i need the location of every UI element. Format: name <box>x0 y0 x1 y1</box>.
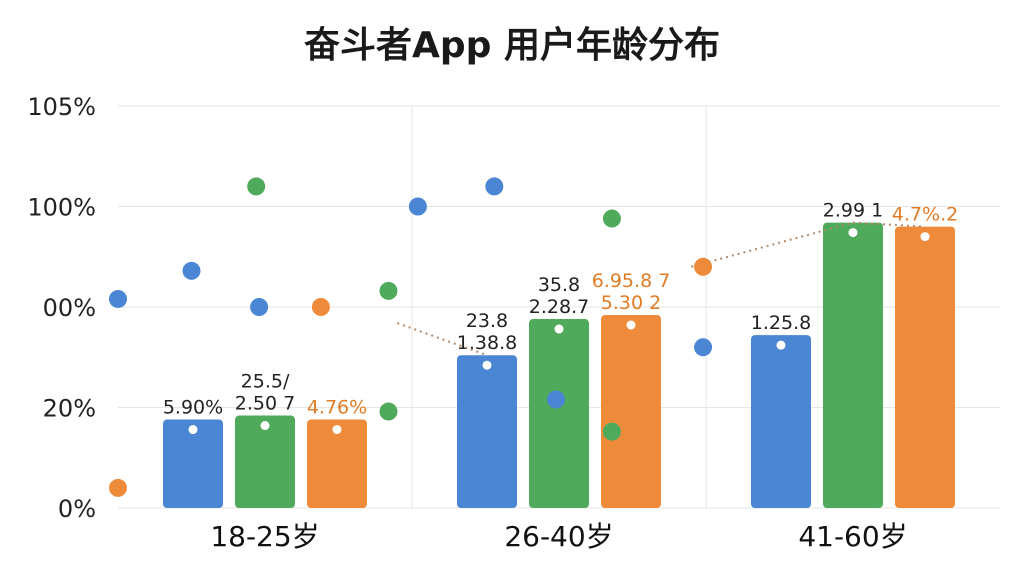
scatter-point <box>602 422 621 441</box>
data-label: 5.90% <box>163 397 223 419</box>
data-label: 23.8 <box>466 310 508 332</box>
data-label: 4.76% <box>307 397 367 419</box>
scatter-point <box>250 298 269 316</box>
y-tick-label: 105% <box>27 93 96 121</box>
scatter-point <box>109 478 127 497</box>
bar-top-dot <box>260 421 270 431</box>
scatter-point <box>602 209 621 228</box>
scatter-point <box>379 402 398 421</box>
x-tick-label: 26-40岁 <box>504 520 613 553</box>
data-label: 2.28.7 <box>529 296 589 318</box>
scatter-point <box>247 177 266 196</box>
scatter-point <box>694 257 713 276</box>
bar <box>235 415 295 508</box>
trend-connector <box>396 322 488 357</box>
data-label: 35.8 <box>538 274 580 296</box>
bar-top-dot <box>626 320 636 330</box>
bar <box>823 222 883 508</box>
x-tick-label: 41-60岁 <box>798 520 907 553</box>
data-label: 5.30 2 <box>601 292 661 314</box>
bar-top-dot <box>776 340 786 350</box>
scatter-point <box>379 281 398 300</box>
bar <box>163 419 223 508</box>
scatter-point <box>182 261 201 280</box>
bar-top-dot <box>848 228 858 238</box>
bar-top-dot <box>482 360 492 370</box>
bar <box>457 355 517 508</box>
scatter-point <box>109 289 127 308</box>
bar-top-dot <box>332 425 342 435</box>
y-tick-label: 20% <box>43 395 96 423</box>
y-tick-label: 00% <box>43 294 96 322</box>
data-label: 2.99 1 <box>823 200 883 222</box>
y-tick-label: 100% <box>27 194 96 222</box>
scatter-point <box>311 298 330 316</box>
bar <box>895 226 955 508</box>
x-tick-label: 18-25岁 <box>210 520 319 553</box>
scatter-point <box>485 177 504 196</box>
bar <box>601 315 661 508</box>
data-label: 6.95.8 7 <box>592 270 671 292</box>
data-label: 1.38.8 <box>457 332 517 354</box>
data-label: 25.5/ <box>241 371 290 393</box>
bar-top-dot <box>920 232 930 242</box>
scatter-point <box>547 390 566 409</box>
bar <box>529 319 589 508</box>
bar <box>307 419 367 508</box>
scatter-point <box>408 197 427 216</box>
bar-top-dot <box>554 324 564 334</box>
data-label: 1.25.8 <box>751 312 811 334</box>
bar <box>751 335 811 508</box>
trend-connector <box>852 221 926 228</box>
chart-title: 奋斗者App 用户年龄分布 <box>304 25 720 66</box>
data-label: 2.50 7 <box>235 393 295 415</box>
y-tick-label: 0% <box>58 495 96 523</box>
bar-top-dot <box>188 425 198 435</box>
trend-connector <box>691 221 854 268</box>
data-label: 4.7%.2 <box>892 204 958 226</box>
scatter-point <box>694 338 713 357</box>
